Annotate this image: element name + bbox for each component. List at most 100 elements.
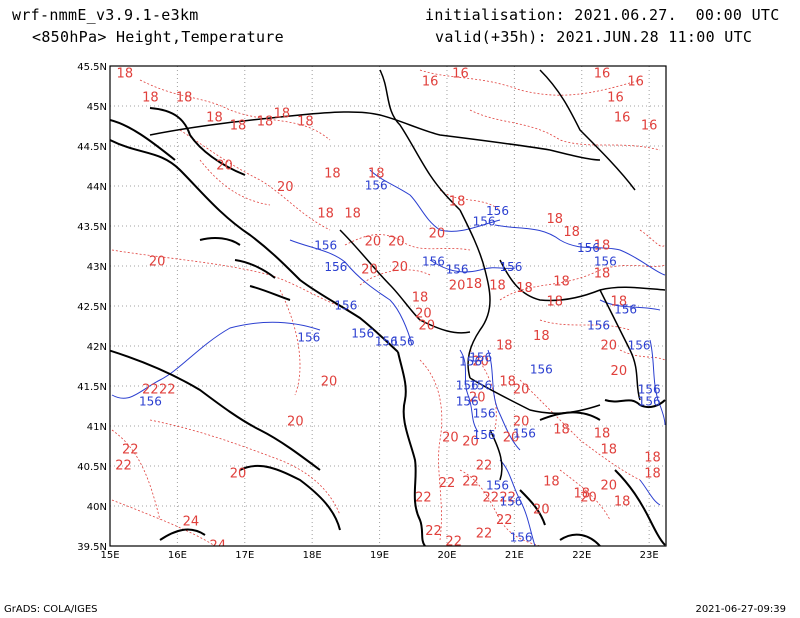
height-contour-label: 156 [500, 495, 523, 509]
height-contour-label: 156 [486, 479, 509, 493]
temperature-contour-label: 18 [156, 55, 173, 70]
temperature-contour-label: 22 [115, 459, 132, 474]
temperature-contour [111, 249, 351, 311]
temperature-contour-label: 20 [600, 479, 617, 494]
temperature-contour-label: 18 [317, 207, 334, 222]
coastline [234, 259, 276, 279]
temperature-contour-label: 22 [415, 491, 432, 506]
coastline [199, 236, 241, 246]
temperature-contour-label: 22 [483, 491, 500, 506]
height-contour-label: 156 [324, 260, 347, 274]
temperature-contour-label: 22 [425, 524, 442, 539]
coastline [614, 469, 666, 546]
temperature-contour-label: 20 [462, 435, 479, 450]
temperature-contour-label: 20 [149, 255, 166, 270]
height-contour-label: 156 [473, 428, 496, 442]
temperature-contour-label: 22 [462, 475, 479, 490]
temperature-contour-label: 20 [415, 307, 432, 322]
temperature-contour-label: 18 [600, 443, 617, 458]
height-contour-label: 156 [486, 204, 509, 218]
longitude-tick-label: 21E [505, 550, 524, 561]
height-contour-label: 156 [638, 383, 661, 397]
height-contour-label: 156 [297, 331, 320, 345]
longitude-tick-label: 22E [572, 550, 591, 561]
temperature-contour-label: 18 [344, 207, 361, 222]
valid-time: valid(+35h): 2021.JUN.28 11:00 UTC [435, 28, 753, 46]
temperature-contour-label: 18 [644, 467, 661, 482]
temperature-contour-label: 22 [476, 527, 493, 542]
temperature-contour-label: 16 [641, 119, 658, 134]
temperature-contour-label: 16 [422, 75, 439, 90]
coastlines-borders [110, 107, 666, 546]
temperature-contour-label: 22 [159, 383, 176, 398]
temperature-contour-label: 20 [449, 279, 466, 294]
temperature-contour-label: 22 [499, 491, 516, 506]
temperature-contour-label: 18 [230, 119, 247, 134]
temperature-contour-label: 18 [176, 91, 193, 106]
temperature-contour [344, 234, 471, 251]
longitude-tick-label: 15E [100, 550, 119, 561]
height-contour-label: 156 [473, 215, 496, 229]
height-contour-label: 156 [638, 395, 661, 409]
temperature-contour-label: 18 [594, 427, 611, 442]
temperature-contour [149, 419, 341, 516]
model-title: wrf-nmmE_v3.9.1-e3km [12, 6, 199, 24]
temperature-contour [459, 469, 541, 546]
temperature-contour-label: 20 [287, 415, 304, 430]
temperature-contour-label: 20 [392, 260, 409, 275]
temperature-contour-label: 18 [547, 212, 564, 227]
temperature-contour [419, 359, 443, 541]
height-contour-label: 156 [314, 239, 337, 253]
height-contour [289, 239, 413, 346]
coastline [604, 399, 666, 409]
temperature-contour-label: 18 [594, 267, 611, 282]
temperature-contour-label: 18 [611, 295, 628, 310]
height-contour [459, 349, 479, 433]
temperature-contour-label: 22 [496, 513, 513, 528]
coastline [239, 464, 341, 531]
border [499, 259, 666, 302]
border [489, 429, 503, 481]
temperature-contour-label: 18 [543, 475, 560, 490]
temperature-contour-label: 16 [627, 75, 644, 90]
height-contour-label: 156 [139, 395, 162, 409]
temperature-contour-label: 20 [513, 415, 530, 430]
height-contour-label: 156 [334, 299, 357, 313]
temperature-contour [439, 189, 501, 211]
temperature-contour-label: 16 [607, 91, 624, 106]
latitude-tick-label: 43.5N [77, 222, 107, 233]
height-contour [487, 349, 521, 451]
latitude-tick-label: 42.5N [77, 302, 107, 313]
height-contour-label: 156 [628, 339, 651, 353]
longitude-tick-label: 16E [168, 550, 187, 561]
country-borders [149, 69, 666, 481]
temperature-contour-label: 16 [614, 111, 631, 126]
latitude-tick-label: 43N [87, 262, 107, 273]
temperature-contour-label: 20 [469, 391, 486, 406]
temperature-contour-label: 18 [516, 281, 533, 296]
height-contour-label: 156 [577, 241, 600, 255]
coastline [559, 533, 601, 546]
temperature-contour-label: 18 [489, 279, 506, 294]
latitude-tick-label: 42N [87, 342, 107, 353]
coastline [249, 285, 291, 301]
temperature-contour-label: 20 [418, 319, 435, 334]
temperature-contours [111, 69, 666, 546]
coastline [149, 107, 246, 176]
temperature-contour [419, 69, 641, 96]
temperature-contour-label: 16 [452, 67, 469, 82]
border [469, 377, 601, 415]
temperature-contour-label: 22 [142, 383, 159, 398]
height-contour-label: 156 [473, 407, 496, 421]
latitude-tick-label: 41.5N [77, 382, 107, 393]
temperature-contour-label: 18 [614, 495, 631, 510]
coastline [519, 489, 546, 526]
temperature-contour-label: 20 [216, 159, 233, 174]
temperature-contour-label: 18 [449, 195, 466, 210]
height-contours [111, 169, 666, 546]
grads-credit: GrADS: COLA/IGES [4, 604, 98, 615]
temperature-contour [111, 429, 161, 521]
axis-tick-labels: 15E 16E 17E 18E 19E 20E 21E 22E 23E 45.5N 45N 44.5N… [77, 62, 658, 561]
